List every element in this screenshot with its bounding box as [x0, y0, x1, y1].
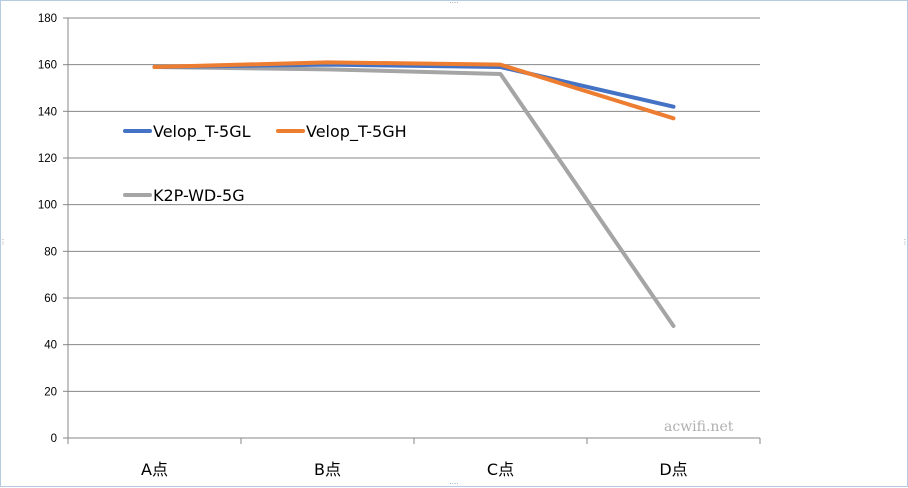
- resize-handle-left-icon[interactable]: ⋮: [0, 238, 7, 246]
- x-axis-tick-labels: A点 B点 C点 D点: [141, 460, 688, 479]
- legend: Velop_T-5GL Velop_T-5GH K2P-WD-5G: [123, 122, 407, 205]
- y-tick-label: 120: [38, 153, 57, 165]
- y-tick-label: 60: [44, 293, 57, 305]
- resize-handle-right-icon[interactable]: ⋮: [901, 238, 908, 246]
- x-tick-label: B点: [314, 460, 341, 479]
- legend-label: Velop_T-5GH: [306, 122, 407, 142]
- series-line-Velop_T-5GH: [152, 60, 676, 121]
- y-tick-label: 140: [38, 106, 57, 118]
- legend-label: K2P-WD-5G: [153, 186, 245, 205]
- series-line-K2P-WD-5G: [152, 65, 676, 328]
- x-tick-label: C点: [487, 460, 514, 479]
- y-tick-label: 80: [44, 246, 57, 258]
- legend-label: Velop_T-5GL: [153, 122, 251, 142]
- axes: [63, 17, 761, 444]
- resize-handle-top-icon[interactable]: ····: [449, 0, 459, 7]
- y-tick-label: 180: [38, 13, 57, 25]
- resize-handle-bottom-icon[interactable]: ····: [449, 480, 459, 488]
- x-tick-label: A点: [141, 460, 168, 479]
- y-tick-label: 20: [44, 386, 57, 398]
- watermark-text: acwifi.net: [664, 419, 734, 435]
- y-tick-label: 40: [44, 340, 57, 352]
- y-tick-label: 160: [38, 60, 57, 72]
- y-tick-label: 0: [51, 433, 57, 445]
- y-tick-label: 100: [38, 200, 57, 212]
- y-axis-tick-labels: 0 20 40 60 80 100 120 140 160 180: [38, 13, 57, 445]
- series-lines: [152, 60, 676, 328]
- x-tick-label: D点: [659, 460, 687, 479]
